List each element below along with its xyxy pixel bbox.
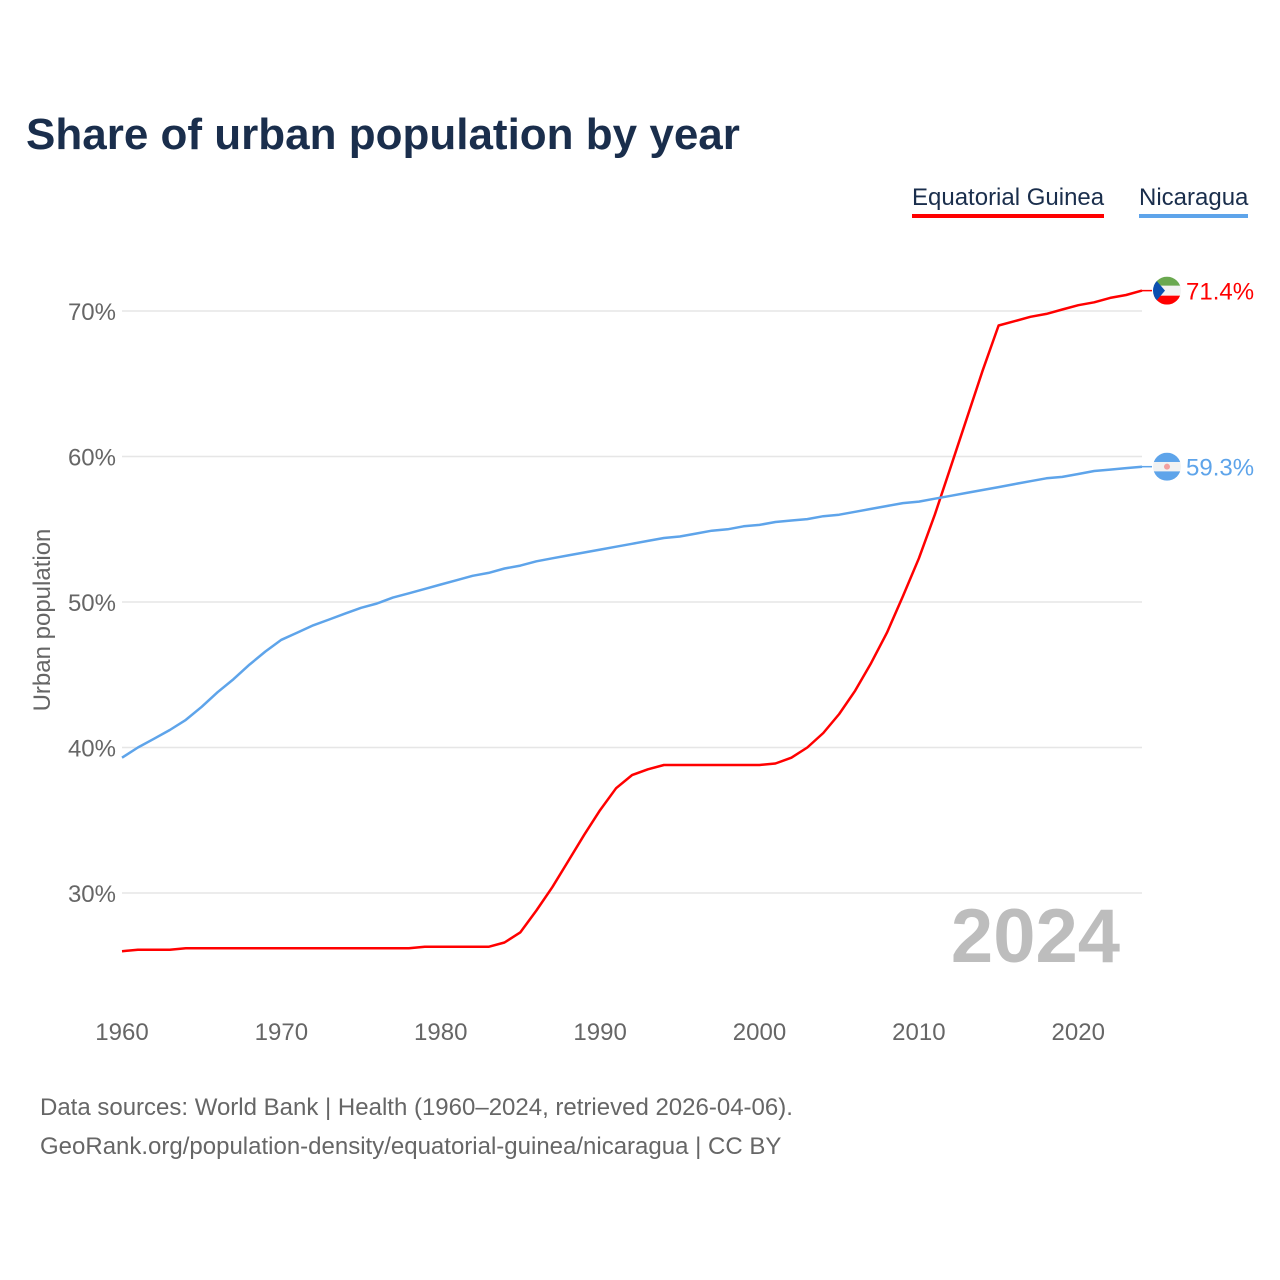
y-axis-label: Urban population (29, 529, 56, 712)
x-tick-label: 1980 (414, 1019, 467, 1046)
source-link[interactable]: GeoRank.org/population-density/equatoria… (40, 1133, 782, 1160)
year-watermark: 2024 (951, 894, 1120, 979)
chart-title: Share of urban population by year (26, 110, 740, 159)
source-text: Data sources: World Bank | Health (1960–… (40, 1094, 793, 1121)
y-tick-label: 70% (68, 299, 116, 326)
series-line-nicaragua (121, 465, 1143, 759)
x-tick-label: 2010 (892, 1019, 945, 1046)
y-tick-label: 40% (68, 736, 116, 763)
end-value-label: 59.3% (1186, 455, 1254, 482)
y-tick-label: 30% (68, 881, 116, 908)
x-tick-label: 1970 (255, 1019, 308, 1046)
footer: Data sources: World Bank | Health (1960–… (40, 1088, 793, 1166)
x-tick-label: 1990 (573, 1019, 626, 1046)
x-tick-label: 2020 (1052, 1019, 1105, 1046)
legend-nicaragua[interactable]: Nicaragua (1139, 184, 1249, 218)
nicaragua-flag-icon (1153, 452, 1181, 481)
end-value-label: 71.4% (1186, 279, 1254, 306)
legend-equatorial-guinea[interactable]: Equatorial Guinea (912, 184, 1105, 218)
y-tick-label: 60% (68, 445, 116, 472)
equatorial-guinea-flag-icon (1153, 276, 1181, 305)
series-line-equatorial-guinea (121, 289, 1143, 953)
x-tick-label: 1960 (95, 1019, 148, 1046)
y-tick-label: 50% (68, 590, 116, 617)
x-tick-label: 2000 (733, 1019, 786, 1046)
